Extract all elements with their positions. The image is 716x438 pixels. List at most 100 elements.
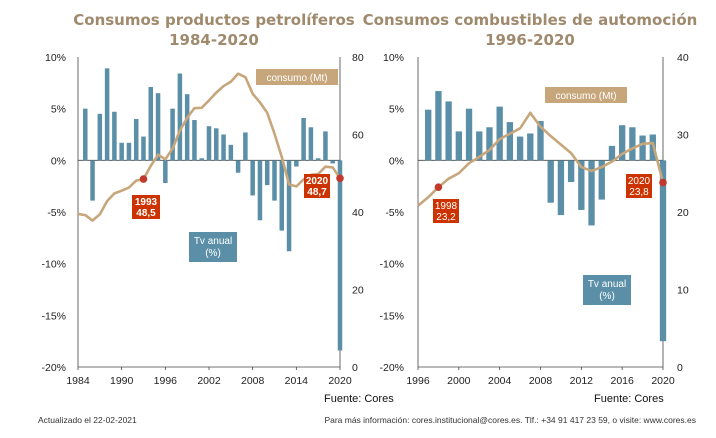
- chart1-legend-tv-label: Tv anual: [194, 236, 232, 247]
- chart2-legend-tv-label: (%): [599, 291, 615, 302]
- chart1-bar: [250, 160, 255, 196]
- chart2-bar: [476, 131, 483, 161]
- chart1-legend-tv-label: (%): [205, 248, 221, 259]
- chart2-bar: [547, 160, 554, 203]
- chart1-y-left-tick: 10%: [45, 52, 66, 64]
- chart2-x-tick: 2000: [447, 375, 471, 387]
- chart2-x-tick: 1996: [406, 375, 430, 387]
- chart2-y-left-tick: 0%: [389, 155, 404, 167]
- chart1-bar: [308, 127, 314, 161]
- chart2-bar: [425, 109, 432, 161]
- chart2-annotation-box: [433, 199, 459, 223]
- chart1-x-tick: 2002: [197, 375, 221, 387]
- chart2-y-right-tick: 40: [677, 52, 689, 64]
- chart2-bar: [567, 160, 575, 183]
- chart2-x-tick: 2020: [651, 375, 675, 387]
- chart1-bar: [170, 108, 175, 161]
- chart1-annotation-value: 48,7: [307, 187, 327, 198]
- chart1-bar: [141, 136, 146, 161]
- chart1-x-tick: 2020: [328, 375, 352, 387]
- chart1-y-left-tick: 5%: [51, 104, 66, 116]
- chart1-bar: [199, 158, 204, 161]
- chart1-bar: [97, 113, 103, 161]
- chart2-bar: [506, 122, 514, 161]
- chart2-bar: [659, 160, 667, 342]
- chart1-y-left-tick: 0%: [51, 155, 66, 167]
- chart2-y-left-tick: 5%: [389, 104, 404, 116]
- chart1-bar: [221, 134, 226, 161]
- chart1-bar: [228, 144, 234, 161]
- chart2-y-left-tick: -10%: [379, 259, 404, 271]
- chart1-bar: [104, 68, 110, 161]
- chart1-x-tick: 1984: [66, 375, 90, 387]
- chart1-bar: [330, 160, 335, 164]
- chart2-bar: [629, 127, 636, 161]
- chart1-legend-consumo-label: consumo (Mt): [266, 73, 327, 84]
- chart-subtitle-right: 1996-2020: [485, 31, 575, 49]
- chart1-bar: [272, 160, 277, 201]
- chart2-bar: [465, 108, 473, 161]
- chart1-bar: [214, 128, 219, 161]
- chart1-bar: [163, 160, 168, 184]
- chart2-y-left-tick: 10%: [383, 52, 404, 64]
- chart1-bar: [337, 160, 343, 351]
- chart1-x-tick: 2014: [285, 375, 309, 387]
- chart1-bar: [126, 142, 132, 161]
- chart-subtitle-left: 1984-2020: [169, 31, 259, 49]
- chart1-bar: [279, 160, 285, 231]
- chart1-y-right-tick: 20: [352, 285, 364, 297]
- chart2-legend-consumo-box: [545, 87, 627, 103]
- chart1-y-left-tick: -5%: [47, 207, 66, 219]
- chart1-y-left-tick: -15%: [41, 310, 66, 322]
- source-right: Fuente: Cores: [594, 393, 664, 405]
- chart2-y-right-tick: 0: [677, 362, 683, 374]
- chart-title-right: Consumos combustibles de automoción: [363, 11, 698, 29]
- chart2-x-tick: 2012: [570, 375, 594, 387]
- chart2-bar: [435, 91, 442, 161]
- chart2-bar: [598, 160, 605, 200]
- chart1-bar: [243, 132, 248, 161]
- chart2-annotation-dot: [659, 178, 667, 187]
- chart1-bar: [155, 93, 161, 161]
- chart2-annotation-year: 1998: [435, 201, 458, 212]
- chart2-legend-tv-label: Tv anual: [588, 279, 626, 290]
- chart2-bar: [537, 121, 544, 161]
- chart1-bar: [206, 126, 212, 161]
- chart1-bar: [301, 117, 306, 161]
- chart1-bar: [184, 94, 190, 161]
- chart2-y-right-tick: 30: [677, 130, 689, 142]
- chart2-y-left-tick: -15%: [379, 310, 404, 322]
- chart1-bar: [119, 142, 124, 161]
- chart1-bar: [133, 119, 139, 161]
- chart1-annotation-dot: [139, 175, 148, 183]
- chart2-bar: [486, 127, 493, 161]
- chart1-y-left-tick: -20%: [41, 362, 66, 374]
- chart1-annotation-value: 48,5: [136, 208, 156, 219]
- chart1-legend-tv-box: [189, 232, 237, 262]
- chart2-bar: [639, 135, 646, 161]
- chart1-y-right-tick: 80: [352, 52, 364, 64]
- chart2-bar: [496, 106, 503, 161]
- chart1-bar: [323, 131, 328, 161]
- source-left: Fuente: Cores: [324, 393, 394, 405]
- chart1-annotation-year: 1993: [135, 197, 158, 208]
- chart1-y-left-tick: -10%: [41, 259, 66, 271]
- chart1-annotation-dot: [336, 174, 344, 183]
- chart1-bar: [177, 73, 183, 161]
- chart2-consumo-line: [417, 111, 665, 207]
- chart2-bar: [588, 160, 595, 226]
- chart2-bar: [557, 160, 565, 216]
- chart1-bar: [148, 86, 154, 161]
- chart1-annotation-box: [132, 195, 160, 219]
- chart2-annotation-year: 2020: [628, 176, 651, 187]
- chart1-y-right-tick: 40: [352, 207, 364, 219]
- chart1-bar: [315, 158, 321, 161]
- chart2-y-right-tick: 10: [677, 285, 689, 297]
- chart1-x-tick: 1996: [154, 375, 178, 387]
- chart1-y-right-tick: 0: [352, 362, 358, 374]
- chart1-bar: [83, 108, 88, 161]
- chart2-bar: [516, 136, 524, 161]
- chart1-annotation-box: [304, 174, 330, 198]
- chart1-bar: [286, 160, 292, 252]
